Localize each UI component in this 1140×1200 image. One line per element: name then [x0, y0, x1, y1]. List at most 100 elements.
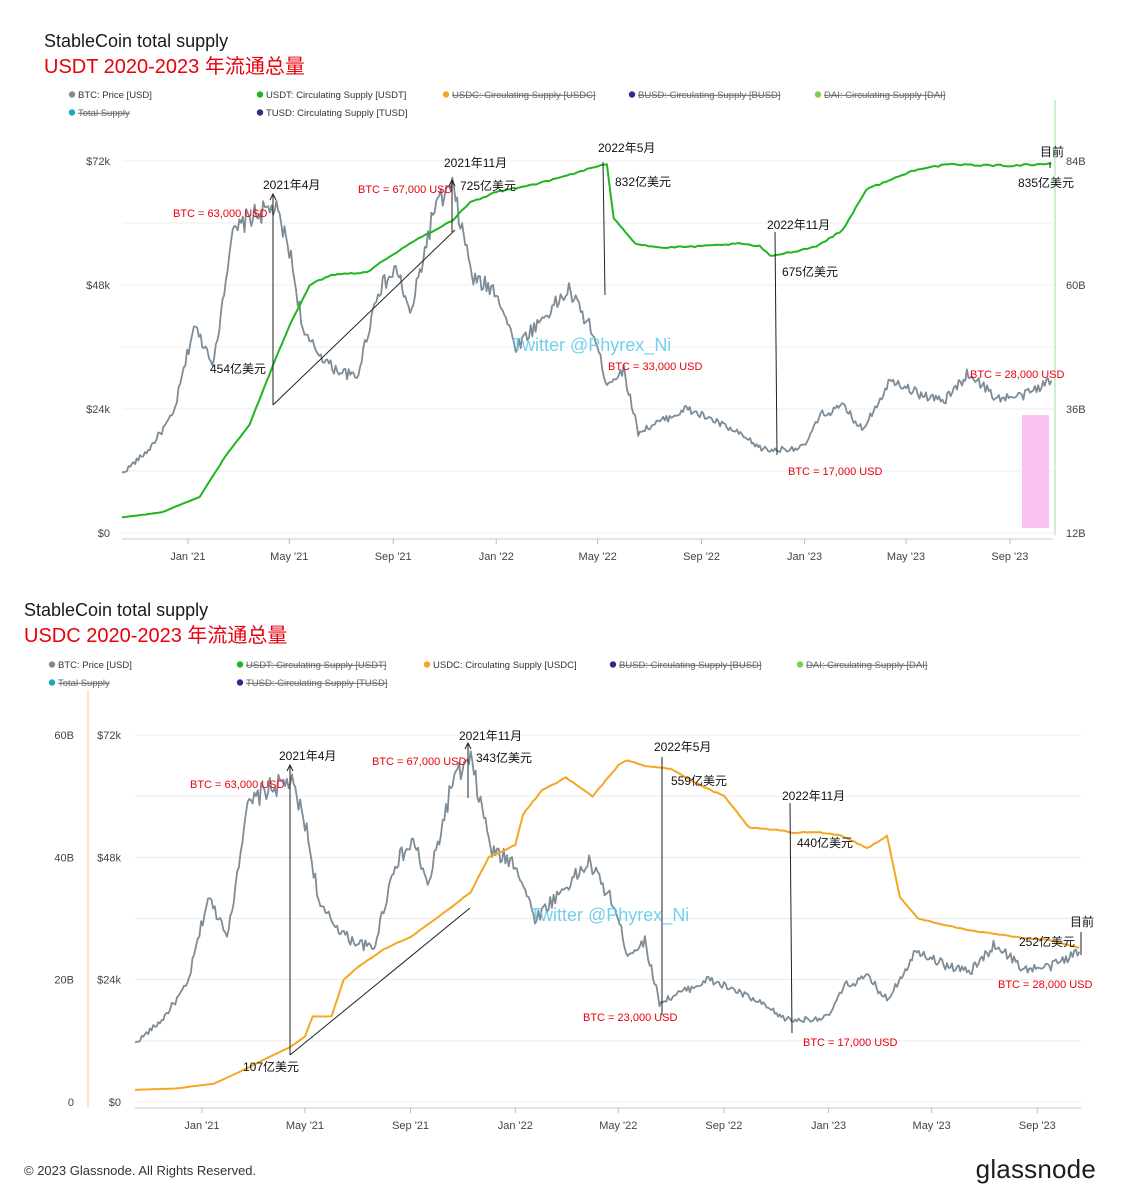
- x-tick-label: Sep '23: [991, 551, 1028, 563]
- legend-label: BUSD: Circulating Supply [BUSD]: [619, 660, 762, 671]
- chart-annotation: 目前: [1040, 144, 1064, 159]
- chart-annotation: 454亿美元: [210, 361, 266, 376]
- y-mid-tick-label: $72k: [97, 730, 121, 742]
- gridlines: [122, 160, 1053, 534]
- y-left-tick-label: 0: [68, 1097, 74, 1109]
- annotation-line: [789, 802, 793, 1034]
- legend-label: Total Supply: [78, 108, 130, 119]
- y-left-tick-label: 40B: [54, 852, 74, 864]
- chart-annotation: 835亿美元: [1018, 175, 1074, 190]
- btc-price-line: [134, 750, 1081, 1044]
- y-left-tick-label: $0: [98, 528, 110, 540]
- legend-marker: [423, 661, 431, 668]
- chart-annotation: BTC = 67,000 USD: [372, 756, 467, 768]
- supply-line: [134, 759, 1080, 1091]
- x-tick-label: Jan '23: [787, 551, 822, 563]
- legend-item: TUSD: Circulating Supply [TUSD]: [256, 108, 407, 119]
- annotation-arrow: [464, 741, 472, 750]
- chart-panel-usdt: StableCoin total supply USDT 2020-2023 年…: [0, 0, 1140, 570]
- chart-annotation: 107亿美元: [243, 1059, 299, 1074]
- chart-subtitle: USDC 2020-2023 年流通总量: [24, 625, 288, 647]
- legend-item: Total Supply: [48, 678, 110, 689]
- legend-label: DAI: Circulating Supply [DAI]: [824, 90, 945, 101]
- y-left-tick-label: 60B: [54, 730, 74, 742]
- legend-item: DAI: Circulating Supply [DAI]: [796, 660, 927, 671]
- legend-marker: [256, 91, 264, 98]
- x-tick-label: May '21: [270, 551, 308, 563]
- supply-line: [121, 162, 1052, 519]
- legend-marker: [796, 661, 804, 668]
- gridlines: [135, 734, 1081, 1103]
- x-tick-label: Jan '22: [479, 551, 514, 563]
- annotation-arrow: [448, 178, 456, 187]
- annotation-arrow: [269, 192, 277, 201]
- chart-annotation: 559亿美元: [671, 773, 727, 788]
- chart-annotation: 2021年11月: [444, 156, 507, 170]
- chart-annotation: 832亿美元: [615, 174, 671, 189]
- legend-marker: [256, 109, 264, 116]
- chart-subtitle: USDT 2020-2023 年流通总量: [44, 56, 305, 78]
- chart-annotation: 2021年11月: [459, 729, 522, 743]
- annotation-line: [602, 161, 606, 296]
- legend-marker: [628, 91, 636, 98]
- chart-annotation: 252亿美元: [1019, 934, 1075, 949]
- chart-annotation: 2021年4月: [279, 749, 336, 763]
- legend-marker: [609, 661, 617, 668]
- legend-label: BTC: Price [USD]: [58, 660, 132, 671]
- chart-annotation: 2022年5月: [654, 740, 711, 754]
- chart-annotation: BTC = 63,000 USD: [173, 208, 268, 220]
- y-left-tick-label: $72k: [86, 156, 110, 168]
- usdc-chart-svg: BTC: Price [USD] USDT: Circulating Supply…: [48, 660, 1094, 1132]
- chart-annotation: 2022年11月: [782, 789, 845, 803]
- x-tick-label: Jan '21: [170, 551, 205, 563]
- y-left-tick-label: $24k: [86, 404, 110, 416]
- usdt-chart-svg: BTC: Price [USD] USDT: Circulating Supply…: [68, 90, 1086, 563]
- legend-label: USDC: Circulating Supply [USDC]: [433, 660, 577, 671]
- x-tick-label: Sep '22: [705, 1120, 742, 1132]
- y-right-tick-label: 84B: [1066, 156, 1086, 168]
- legend-label: USDT: Circulating Supply [USDT]: [246, 660, 386, 671]
- chart-annotation: BTC = 28,000 USD: [998, 979, 1093, 991]
- legend-item: USDT: Circulating Supply [USDT]: [236, 660, 386, 671]
- legend-item: BTC: Price [USD]: [48, 660, 132, 671]
- legend-item: USDC: Circulating Supply [USDC]: [423, 660, 577, 671]
- chart-annotation: 675亿美元: [782, 264, 838, 279]
- x-tick-label: Sep '23: [1019, 1120, 1056, 1132]
- legend-label: TUSD: Circulating Supply [TUSD]: [266, 108, 407, 119]
- chart-annotation: BTC = 23,000 USD: [583, 1012, 678, 1024]
- x-tick-label: May '21: [286, 1120, 324, 1132]
- y-right-tick-label: 60B: [1066, 280, 1086, 292]
- legend-item: TUSD: Circulating Supply [TUSD]: [236, 678, 387, 689]
- x-tick-label: Sep '22: [683, 551, 720, 563]
- y-mid-tick-label: $0: [109, 1097, 121, 1109]
- legend-marker: [68, 109, 76, 116]
- chart-annotation: 2021年4月: [263, 178, 320, 192]
- y-right-tick-label: 12B: [1066, 528, 1086, 540]
- legend-label: Total Supply: [58, 678, 110, 689]
- legend-label: BTC: Price [USD]: [78, 90, 152, 101]
- y-mid-tick-label: $24k: [97, 975, 121, 987]
- x-tick-label: May '23: [887, 551, 925, 563]
- chart-title: StableCoin total supply: [24, 600, 209, 620]
- legend-item: Total Supply: [68, 108, 130, 119]
- legend-marker: [48, 679, 56, 686]
- x-tick-label: Jan '21: [184, 1120, 219, 1132]
- chart-title: StableCoin total supply: [44, 31, 229, 51]
- y-left-tick-label: $48k: [86, 280, 110, 292]
- legend-marker: [814, 91, 822, 98]
- legend-label: BUSD: Circulating Supply [BUSD]: [638, 90, 781, 101]
- chart-annotation: 725亿美元: [460, 178, 516, 193]
- legend-label: USDT: Circulating Supply [USDT]: [266, 90, 406, 101]
- y-right-tick-label: 36B: [1066, 404, 1086, 416]
- btc-price-line: [121, 176, 1053, 474]
- chart-annotation: 440亿美元: [797, 835, 853, 850]
- x-tick-label: Sep '21: [375, 551, 412, 563]
- legend-label: TUSD: Circulating Supply [TUSD]: [246, 678, 387, 689]
- chart-annotation: BTC = 63,000 USD: [190, 779, 285, 791]
- annotation-line: [289, 907, 471, 1056]
- x-tick-label: May '22: [579, 551, 617, 563]
- legend-item: USDC: Circulating Supply [USDC]: [442, 90, 596, 101]
- legend-marker: [48, 661, 56, 668]
- legend-item: BUSD: Circulating Supply [BUSD]: [609, 660, 762, 671]
- legend-marker: [236, 679, 244, 686]
